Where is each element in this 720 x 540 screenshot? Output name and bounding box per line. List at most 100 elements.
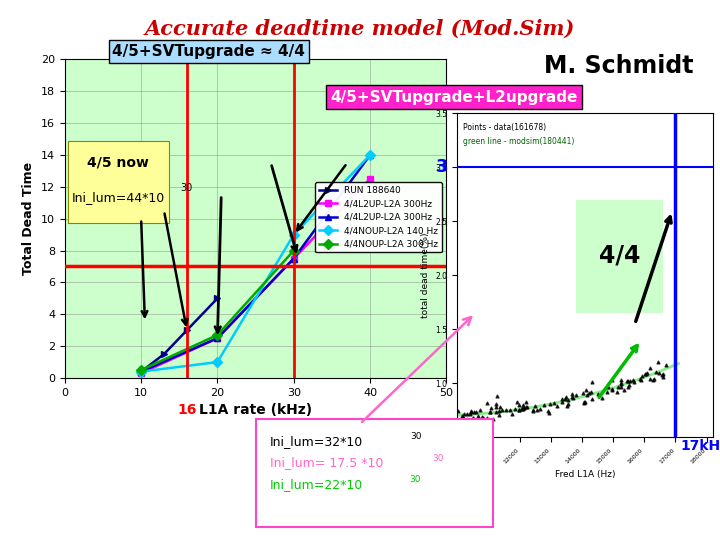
Point [493, 411, 505, 420]
Point [521, 397, 532, 406]
Text: Points - data(161678): Points - data(161678) [464, 123, 546, 132]
Point [516, 403, 528, 412]
Point [477, 414, 488, 422]
Point [456, 413, 468, 421]
Point [656, 370, 667, 379]
Point [624, 376, 636, 385]
Text: 30: 30 [410, 432, 422, 441]
4/4NOUP-L2A 140 Hz [366, 152, 374, 158]
Point [606, 386, 618, 394]
Point [634, 375, 646, 383]
Point [506, 409, 518, 418]
FancyBboxPatch shape [68, 140, 168, 224]
RUN 188640 [137, 368, 145, 375]
Y-axis label: Total Dead Time: Total Dead Time [22, 162, 35, 275]
Point [653, 369, 665, 377]
Point [534, 404, 545, 413]
Line: 4/4L2UP-L2A 300Hz: 4/4L2UP-L2A 300Hz [138, 152, 374, 375]
Point [586, 395, 598, 404]
Point [516, 404, 528, 413]
Line: 4/4L2UP-L2A 300Hz: 4/4L2UP-L2A 300Hz [138, 176, 374, 377]
Point [548, 399, 559, 408]
X-axis label: Fred L1A (Hz): Fred L1A (Hz) [554, 470, 616, 479]
Point [560, 393, 572, 402]
Point [615, 376, 626, 385]
Point [562, 401, 573, 410]
4/4L2UP-L2A 300Hz [213, 335, 222, 341]
Point [467, 414, 479, 423]
Point [497, 406, 508, 414]
Text: 16: 16 [177, 403, 197, 417]
Point [513, 401, 524, 409]
Point [621, 376, 633, 385]
Point [485, 407, 496, 416]
Point [623, 383, 634, 391]
Point [518, 403, 530, 412]
Point [587, 378, 598, 387]
Point [580, 386, 592, 394]
Point [567, 393, 578, 401]
Line: RUN 188640: RUN 188640 [138, 295, 221, 375]
Point [539, 401, 550, 409]
Point [577, 389, 588, 397]
Point [474, 406, 486, 414]
Point [611, 387, 623, 396]
Point [581, 391, 593, 400]
Point [481, 414, 492, 423]
Point [603, 383, 614, 391]
Point [635, 375, 647, 384]
Text: 30: 30 [181, 184, 193, 193]
4/4L2UP-L2A 300Hz [137, 370, 145, 376]
Point [543, 408, 554, 417]
Text: Ini_lum= 17.5 *10: Ini_lum= 17.5 *10 [270, 456, 383, 469]
Line: 4/4NOUP-L2A 140 Hz: 4/4NOUP-L2A 140 Hz [138, 152, 374, 375]
Y-axis label: total dead time(%): total dead time(%) [420, 233, 430, 318]
Point [531, 406, 542, 414]
4/4L2UP-L2A 300Hz [289, 255, 298, 262]
Text: Ini_lum=44*10: Ini_lum=44*10 [71, 192, 165, 205]
Point [657, 369, 669, 378]
Point [470, 408, 482, 416]
Point [562, 396, 574, 405]
Point [641, 369, 652, 377]
Text: Accurate deadtime model (Mod.Sim): Accurate deadtime model (Mod.Sim) [145, 19, 575, 39]
Point [545, 400, 557, 408]
Point [623, 381, 634, 390]
X-axis label: L1A rate (kHz): L1A rate (kHz) [199, 403, 312, 417]
4/4NOUP-L2A 140 Hz [213, 359, 222, 365]
Point [657, 373, 668, 381]
4/4NOUP-L2A 300 Hz [137, 367, 145, 373]
Point [509, 404, 521, 413]
Point [465, 407, 477, 415]
Point [579, 398, 590, 407]
Point [618, 385, 629, 394]
Point [649, 375, 660, 384]
Text: 4/5+SVTupgrade+L2upgrade: 4/5+SVTupgrade+L2upgrade [330, 90, 577, 105]
Point [527, 406, 539, 415]
Legend: RUN 188640, 4/4L2UP-L2A 300Hz, 4/4L2UP-L2A 300Hz, 4/4NOUP-L2A 140 Hz, 4/4NOUP-L2: RUN 188640, 4/4L2UP-L2A 300Hz, 4/4L2UP-L… [315, 182, 442, 252]
4/4NOUP-L2A 140 Hz [289, 231, 298, 238]
Point [518, 401, 529, 409]
Point [559, 395, 571, 403]
4/4NOUP-L2A 300 Hz [289, 247, 298, 254]
Text: green line - modsim(180441): green line - modsim(180441) [464, 137, 575, 146]
4/4L2UP-L2A 300Hz [137, 368, 145, 375]
FancyBboxPatch shape [576, 200, 663, 313]
Point [652, 358, 664, 367]
4/4L2UP-L2A 300Hz [289, 255, 298, 262]
Point [477, 414, 489, 422]
Text: M. Schmidt: M. Schmidt [544, 54, 694, 78]
Point [487, 414, 499, 423]
Point [458, 409, 469, 418]
Point [485, 404, 497, 413]
Point [518, 404, 529, 413]
Point [490, 402, 502, 411]
Point [485, 407, 496, 416]
Point [542, 407, 554, 415]
Text: 4/5+SVTupgrade ≈ 4/4: 4/5+SVTupgrade ≈ 4/4 [112, 44, 305, 59]
Point [592, 390, 603, 399]
Point [504, 406, 516, 414]
Point [601, 382, 613, 390]
Point [570, 391, 582, 400]
Point [521, 403, 533, 411]
